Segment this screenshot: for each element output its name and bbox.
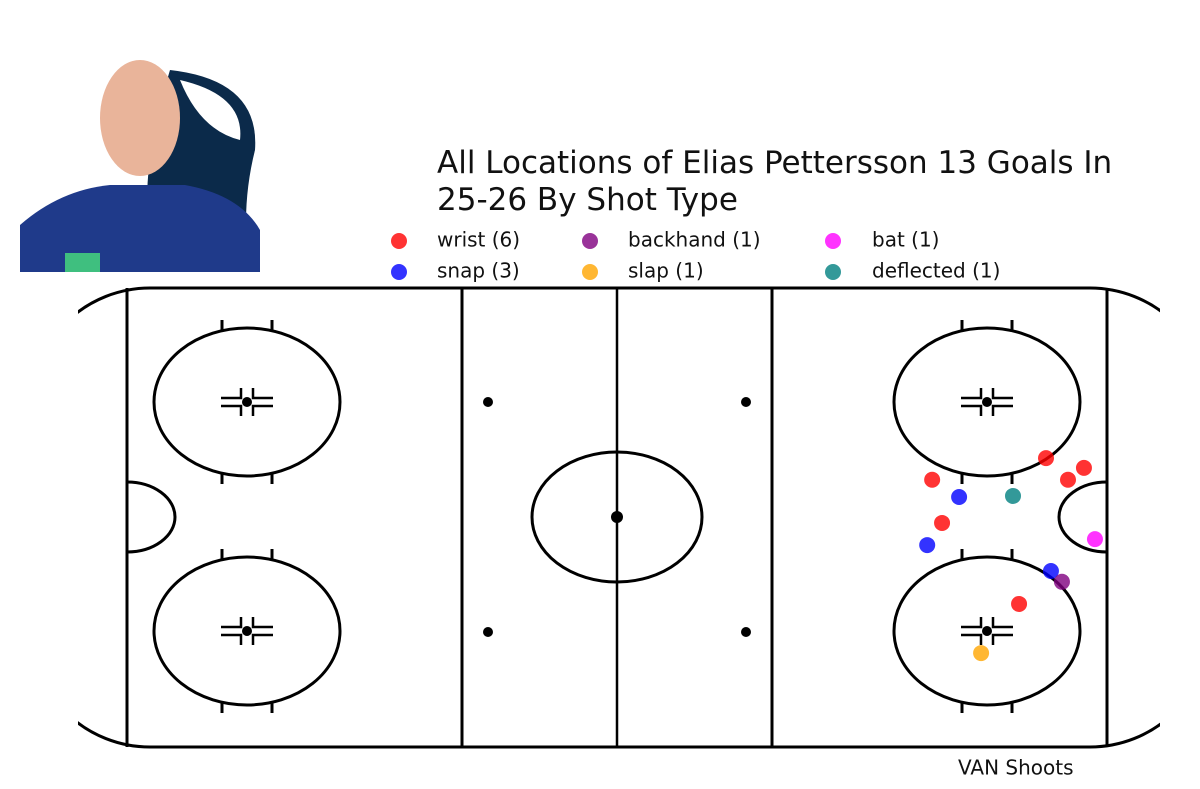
shot-point — [919, 537, 936, 554]
legend-label: backhand (1) — [628, 228, 761, 252]
legend-marker — [582, 264, 598, 280]
faceoff-mark — [961, 388, 983, 400]
faceoff-mark — [221, 633, 243, 645]
chart-title: All Locations of Elias Pettersson 13 Goa… — [437, 145, 1113, 218]
shot-point — [1038, 450, 1054, 467]
faceoff-mark — [251, 617, 273, 629]
legend-marker — [825, 233, 841, 249]
faceoff-dot — [242, 626, 252, 636]
faceoff-circle — [152, 326, 342, 478]
legend-marker — [391, 233, 407, 249]
shot-point — [1042, 563, 1059, 579]
faceoff-mark — [991, 388, 1013, 400]
faceoff-dot — [982, 397, 992, 407]
faceoff-dot — [242, 397, 252, 407]
shot-point — [973, 645, 990, 662]
shot-point — [1011, 595, 1028, 612]
shot-point — [951, 489, 968, 506]
shot-point — [924, 471, 941, 488]
legend-label: slap (1) — [628, 259, 704, 283]
legend-label: wrist (6) — [437, 228, 520, 252]
faceoff-mark — [221, 388, 243, 400]
shot-point — [934, 514, 951, 531]
shot-point — [1053, 573, 1070, 590]
faceoff-mark — [961, 633, 983, 645]
faceoff-circle — [892, 555, 1082, 707]
faceoff-circle — [892, 326, 1082, 478]
faceoff-mark — [991, 404, 1013, 416]
legend-marker — [825, 264, 841, 280]
faceoff-mark — [221, 617, 243, 629]
faceoff-dot — [982, 626, 992, 636]
annotation: VAN Shoots — [958, 756, 1074, 780]
shot-point — [1086, 531, 1103, 548]
shot-point — [1075, 459, 1092, 476]
legend-label: bat (1) — [872, 228, 939, 252]
shot-point — [1005, 487, 1021, 504]
legend-label: snap (3) — [437, 259, 520, 283]
player-photo — [20, 50, 260, 272]
shot-point — [1060, 471, 1076, 488]
legend-marker — [391, 264, 407, 280]
faceoff-mark — [221, 404, 243, 416]
faceoff-mark — [251, 633, 273, 645]
faceoff-mark — [251, 388, 273, 400]
legend-label: deflected (1) — [872, 259, 1000, 283]
faceoff-mark — [991, 617, 1013, 629]
faceoff-mark — [251, 404, 273, 416]
faceoff-mark — [961, 617, 983, 629]
rink — [78, 286, 1160, 749]
legend-marker — [582, 233, 598, 249]
faceoff-circle — [152, 555, 342, 707]
faceoff-mark — [991, 633, 1013, 645]
faceoff-mark — [961, 404, 983, 416]
